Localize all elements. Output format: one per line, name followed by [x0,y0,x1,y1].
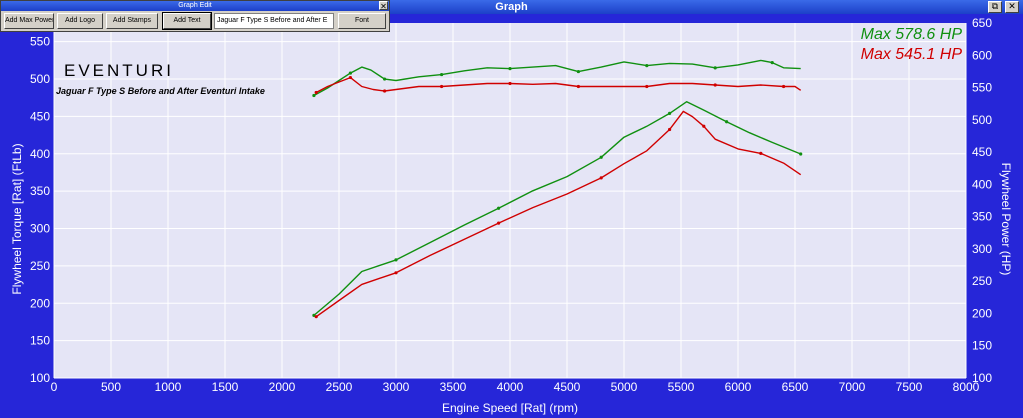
y-left-tick-label: 200 [30,296,50,310]
graph-edit-title: Graph Edit [178,2,212,9]
x-tick-label: 1500 [212,380,239,394]
y-right-tick-label: 600 [972,48,992,62]
add-logo-button[interactable]: Add Logo [57,13,103,29]
x-tick-label: 6500 [782,380,809,394]
y-right-tick-label: 400 [972,177,992,191]
series-point [713,83,717,87]
series-point [576,84,581,89]
series-point [508,66,512,71]
series-point [497,221,501,225]
y-right-tick-label: 250 [972,274,992,288]
series-point [383,89,387,93]
series-point [599,176,603,180]
series-point [394,258,398,262]
series-line-0 [313,59,801,97]
series-point [440,84,444,89]
y-right-tick-label: 350 [972,210,992,224]
x-tick-label: 3000 [383,380,410,394]
y-right-tick-label: 550 [972,81,992,95]
y-left-tick-label: 100 [30,371,50,385]
x-tick-label: 5500 [668,380,695,394]
series-point [713,66,717,70]
y-left-tick-label: 450 [30,109,50,123]
x-tick-label: 2000 [269,380,296,394]
y-left-tick-label: 300 [30,222,50,236]
series-point [440,72,444,77]
restore-icon[interactable]: ⧉ [988,1,1002,13]
y-left-tick-label: 550 [30,35,50,49]
series-line-3 [315,110,802,318]
y-right-tick-label: 450 [972,145,992,159]
x-tick-label: 7000 [839,380,866,394]
graph-edit-close-icon[interactable]: ✕ [379,1,388,11]
dyno-chart: 0 500 1000 1500 2000 2500 3000 3500 4000 4500 5000… [0,14,1023,418]
max-power-after: Max 578.6 HP [861,26,963,43]
series-point [702,124,706,128]
x-tick-label: 3500 [440,380,467,394]
x-tick-label: 6000 [725,380,752,394]
series-point [770,61,774,65]
series-point [348,71,352,75]
x-tick-label: 2500 [326,380,353,394]
x-tick-label: 7500 [896,380,923,394]
series-point [508,81,512,86]
x-tick-label: 500 [101,380,121,394]
x-axis-label: Engine Speed [Rat] (rpm) [442,401,578,415]
series-point [799,152,803,156]
series-point [314,315,318,319]
y-left-tick-label: 500 [30,72,50,86]
y-right-tick-label: 100 [972,371,992,385]
data-series [312,59,803,319]
series-point [645,84,649,89]
x-tick-label: 4000 [497,380,524,394]
y-right-tick-label: 200 [972,306,992,320]
series-point [312,93,316,98]
y-right-tick-label: 300 [972,242,992,256]
y-left-tick-label: 400 [30,147,50,161]
y-right-tick-label: 650 [972,16,992,30]
tick-labels: 0 500 1000 1500 2000 2500 3000 3500 4000 4500 5000… [30,16,992,394]
y-left-tick-label: 250 [30,259,50,273]
grid-lines [53,23,967,379]
chart-subtitle: Jaguar F Type S Before and After Eventur… [56,86,265,96]
x-tick-label: 8000 [953,380,980,394]
series-point [645,64,649,68]
y-right-tick-label: 150 [972,339,992,353]
series-point [576,69,581,74]
font-button[interactable]: Font [338,13,386,29]
series-point [782,84,786,89]
x-tick-label: 1000 [155,380,182,394]
add-text-button[interactable]: Add Text [162,12,212,30]
y-left-tick-label: 150 [30,334,50,348]
series-point [348,75,352,80]
max-power-before: Max 545.1 HP [861,46,963,63]
series-point [383,77,387,81]
y-axis-right-label: Flywheel Power (HP) [999,163,1013,276]
close-icon[interactable]: ✕ [1005,1,1019,13]
add-stamps-button[interactable]: Add Stamps [106,13,158,29]
series-point [725,120,729,124]
series-line-1 [315,76,802,94]
x-tick-label: 0 [51,380,58,394]
graph-edit-header: Graph Edit ✕ [1,1,389,11]
y-right-tick-label: 500 [972,113,992,127]
series-point [599,155,603,159]
y-axis-left-label: Flywheel Torque [Rat] (FtLb) [10,143,24,294]
x-tick-label: 4500 [554,380,581,394]
series-point [668,127,672,132]
series-point [497,206,501,210]
series-point [759,151,763,155]
add-max-power-button[interactable]: Add Max Power [4,13,54,29]
window-title: Graph [495,1,528,13]
graph-edit-panel: Graph Edit ✕ Add Max Power Add Logo Add … [0,0,390,32]
x-tick-label: 5000 [611,380,638,394]
series-point [314,90,318,95]
series-point [668,111,672,115]
eventuri-logo: EVENTURI [64,61,174,80]
y-left-tick-label: 350 [30,184,50,198]
graph-text-input[interactable]: Jaguar F Type S Before and After E [214,13,334,29]
series-point [394,271,398,275]
